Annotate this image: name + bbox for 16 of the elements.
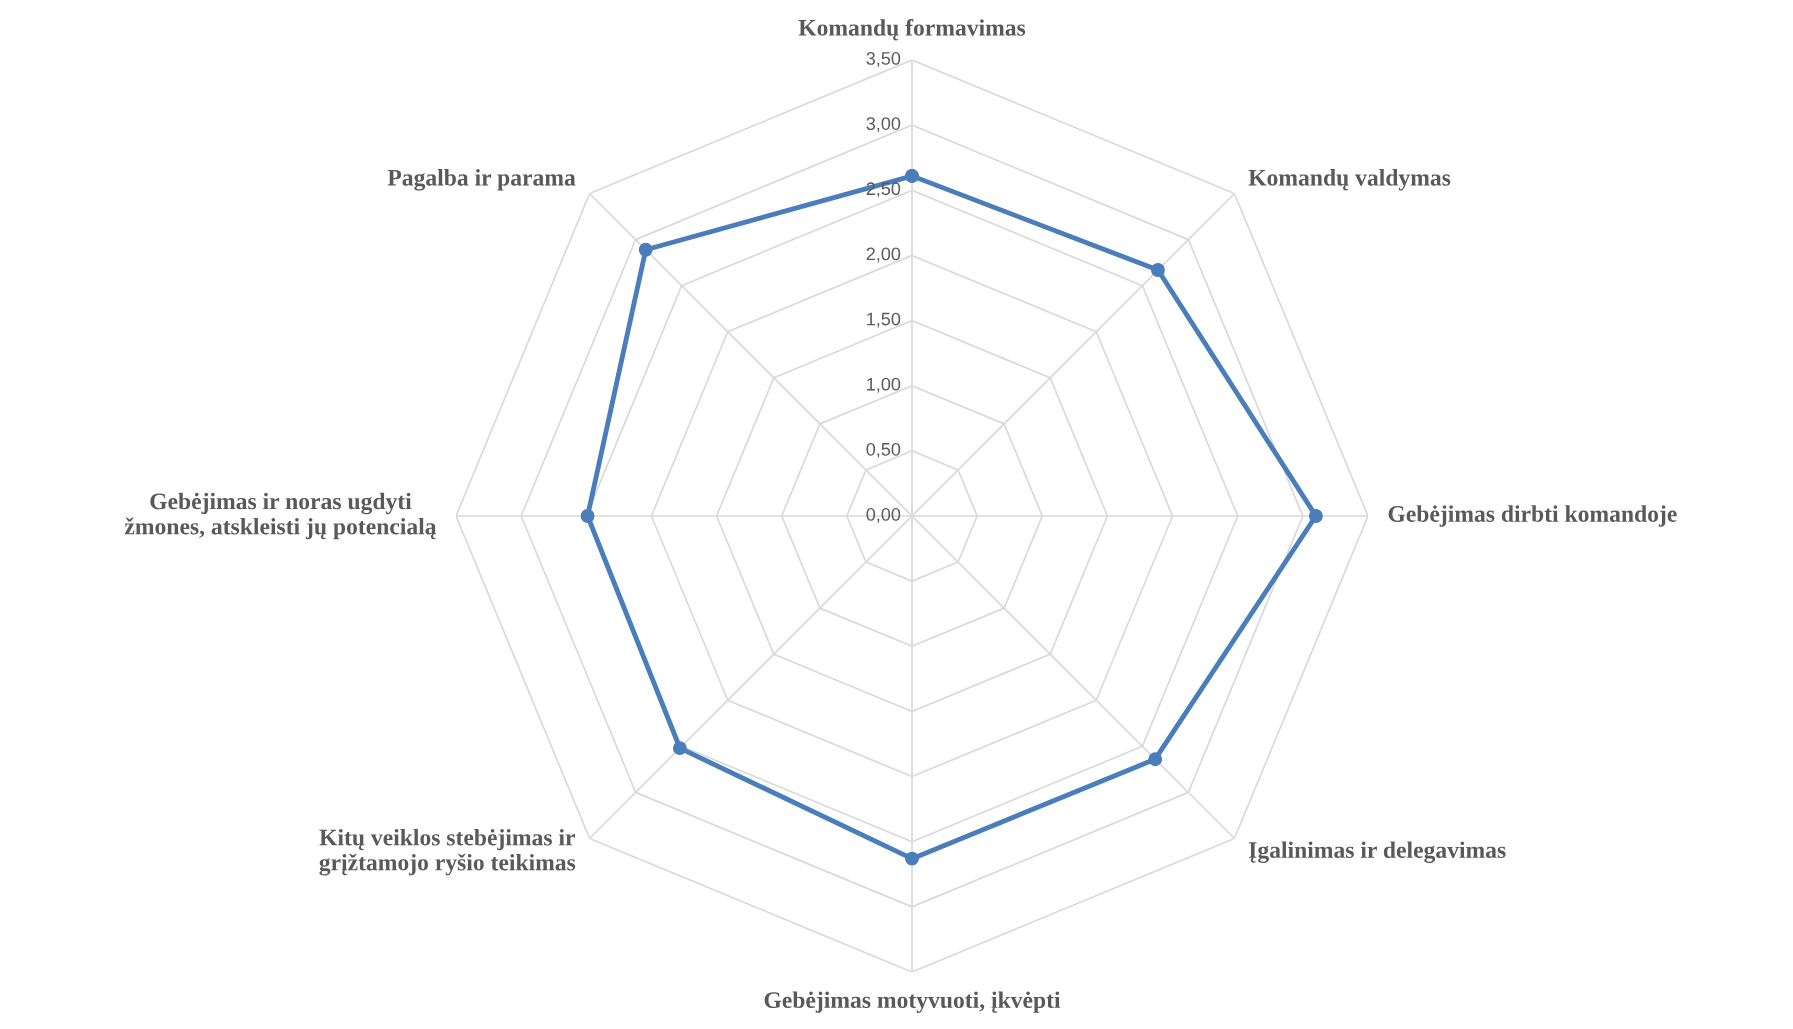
y-tick-label: 3,00 — [866, 117, 901, 133]
y-tick-label: 2,00 — [866, 247, 901, 263]
y-tick-label: 1,00 — [867, 377, 901, 393]
spoke-label: Įgalinimas ir delegavimas — [1248, 841, 1506, 863]
y-tick-label: 0,00 — [866, 508, 901, 523]
y-tick-label: 1,50 — [867, 312, 901, 328]
y-tick-label: 0,50 — [866, 442, 901, 458]
spoke-label: Komandų valdymas — [1248, 169, 1451, 191]
spoke-label: Kitų veiklos stebėjimas ir grįžtamojo ryšio teikimas — [319, 828, 576, 876]
spoke-label: Gebėjimas motyvuoti, įkvėpti — [764, 991, 1061, 1013]
spoke-label: Gebėjimas dirbti komandoje — [1388, 505, 1677, 527]
y-tick-label: 3,50 — [866, 52, 901, 67]
spoke-label: Gebėjimas ir noras ugdyti žmones, atskleisti jų potencialą — [124, 492, 437, 540]
spoke-label: Komandų formavimas — [798, 18, 1026, 41]
spoke-label: Pagalba ir parama — [387, 169, 576, 191]
y-tick-label: 2,50 — [866, 182, 901, 198]
